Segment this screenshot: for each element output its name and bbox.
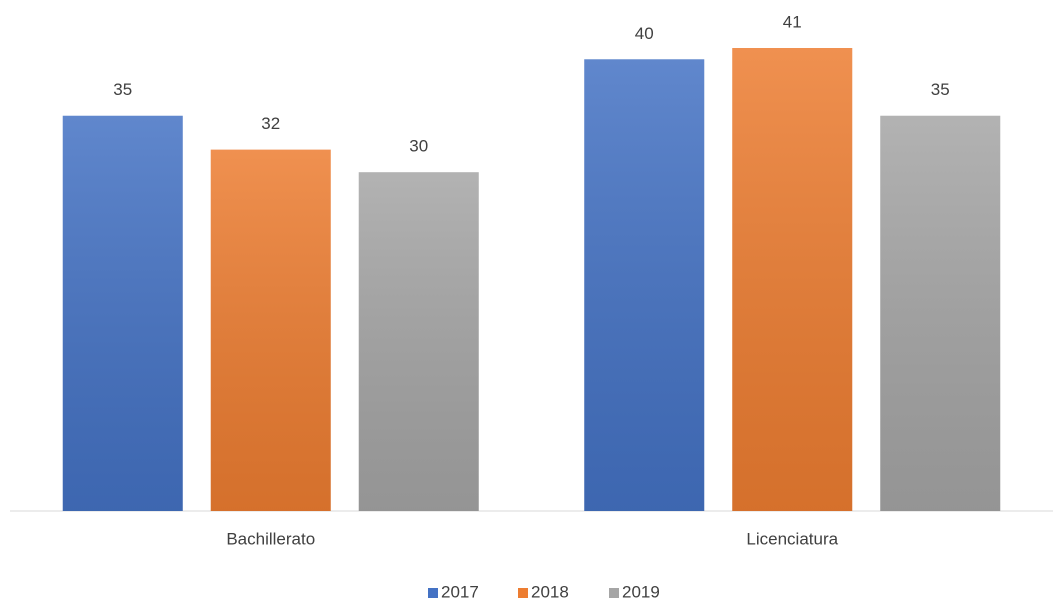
bar [584,59,705,511]
data-label: 32 [261,114,280,133]
legend-swatch [428,588,438,598]
x-tick-label: Bachillerato [226,529,315,548]
data-label: 40 [635,24,654,43]
bar [62,115,183,511]
bar [210,149,331,511]
legend-swatch [518,588,528,598]
data-label: 30 [409,137,428,156]
legend-label: 2018 [531,582,569,601]
data-label: 35 [113,80,132,99]
data-label: 41 [783,12,802,31]
x-tick-label: Licenciatura [746,529,838,548]
data-label: 35 [931,80,950,99]
bar [358,172,479,511]
bar [880,115,1001,511]
legend-label: 2019 [622,582,660,601]
bar [732,48,853,511]
legend-swatch [609,588,619,598]
legend-label: 2017 [441,582,479,601]
